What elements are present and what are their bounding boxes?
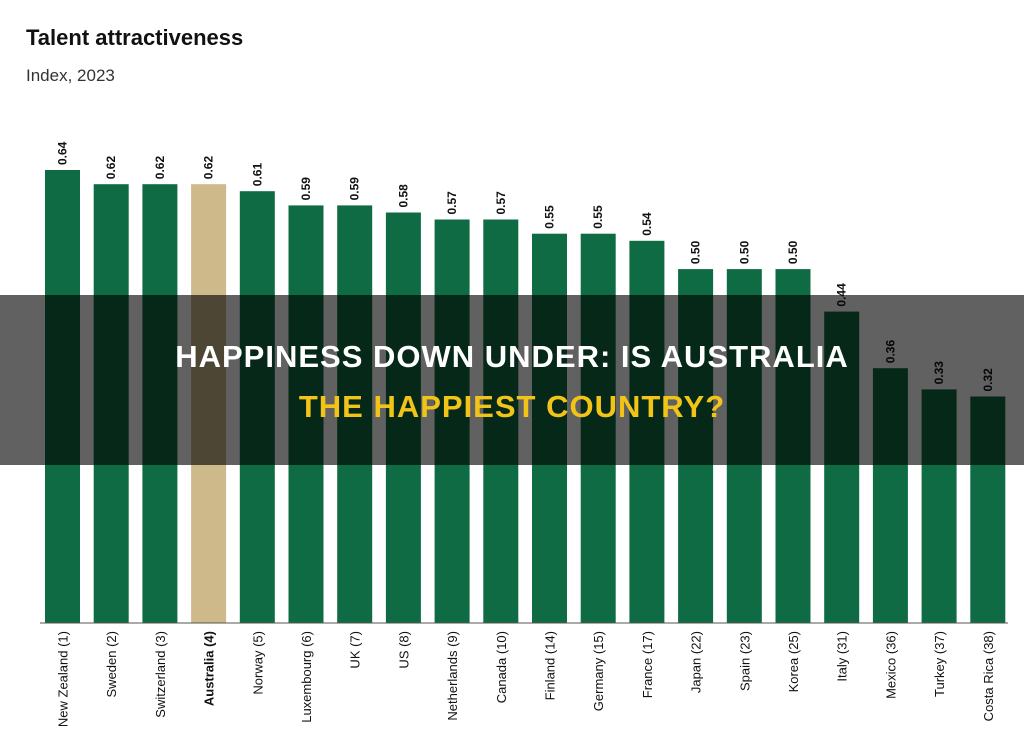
category-label: Turkey (37) bbox=[932, 631, 947, 697]
value-label: 0.57 bbox=[445, 191, 459, 215]
category-label: Germany (15) bbox=[591, 631, 606, 711]
value-label: 0.58 bbox=[396, 184, 410, 208]
category-label: Sweden (2) bbox=[104, 631, 119, 697]
value-label: 0.62 bbox=[202, 156, 216, 180]
headline-line-2: THE HAPPIEST COUNTRY? bbox=[298, 389, 726, 424]
category-label: Australia (4) bbox=[202, 631, 217, 706]
value-label: 0.59 bbox=[348, 177, 362, 201]
category-label: Switzerland (3) bbox=[153, 631, 168, 718]
value-label: 0.57 bbox=[494, 191, 508, 215]
value-label: 0.50 bbox=[737, 240, 751, 264]
value-label: 0.55 bbox=[543, 205, 557, 229]
value-label: 0.62 bbox=[104, 156, 118, 180]
value-label: 0.61 bbox=[250, 163, 264, 187]
chart-title: Talent attractiveness bbox=[26, 25, 243, 50]
category-label: Mexico (36) bbox=[883, 631, 898, 699]
category-label: Korea (25) bbox=[786, 631, 801, 692]
headline-overlay bbox=[0, 295, 1024, 465]
category-label: UK (7) bbox=[348, 631, 363, 669]
value-label: 0.62 bbox=[153, 156, 167, 180]
category-label: France (17) bbox=[640, 631, 655, 698]
category-label: Netherlands (9) bbox=[445, 631, 460, 721]
value-label: 0.50 bbox=[786, 240, 800, 264]
value-label: 0.64 bbox=[56, 141, 70, 165]
category-label: Finland (14) bbox=[543, 631, 558, 700]
category-labels-group: New Zealand (1) Sweden (2) Switzerland (3)… bbox=[56, 631, 996, 727]
category-label: Japan (22) bbox=[689, 631, 704, 693]
category-label: US (8) bbox=[396, 631, 411, 669]
category-label: Spain (23) bbox=[737, 631, 752, 691]
value-label: 0.54 bbox=[640, 212, 654, 236]
value-label: 0.55 bbox=[591, 205, 605, 229]
chart-subtitle: Index, 2023 bbox=[26, 66, 115, 85]
category-label: Costa Rica (38) bbox=[981, 631, 996, 721]
category-label: Luxembourg (6) bbox=[299, 631, 314, 723]
category-label: Canada (10) bbox=[494, 631, 509, 703]
value-label: 0.59 bbox=[299, 177, 313, 201]
category-label: Norway (5) bbox=[250, 631, 265, 695]
headline-line-1: HAPPINESS DOWN UNDER: IS AUSTRALIA bbox=[175, 339, 849, 374]
category-label: Italy (31) bbox=[835, 631, 850, 682]
category-label: New Zealand (1) bbox=[56, 631, 71, 727]
value-label: 0.50 bbox=[689, 240, 703, 264]
